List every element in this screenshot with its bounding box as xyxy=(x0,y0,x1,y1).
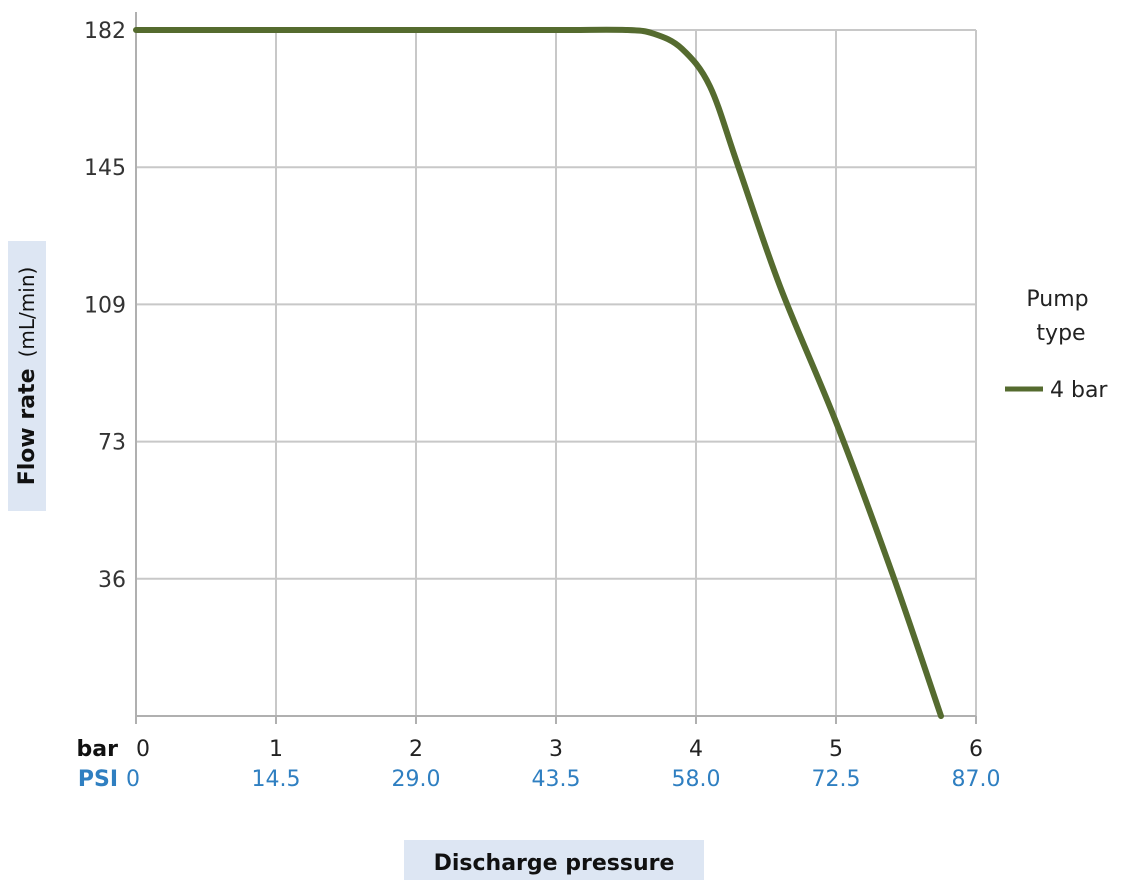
x-tick-label-bar: 1 xyxy=(269,737,283,762)
y-axis-unit: (mL/min) xyxy=(15,267,39,358)
x-tick-label-bar: 4 xyxy=(689,737,703,762)
x-tick-label-bar: 6 xyxy=(969,737,983,762)
y-tick-label: 73 xyxy=(98,431,126,456)
x-unit-psi: PSI xyxy=(78,767,118,792)
legend: Pump type 4 bar xyxy=(1005,287,1108,403)
y-tick-labels: 182 145 109 73 36 xyxy=(84,19,126,593)
x-tick-label-psi: 58.0 xyxy=(672,767,721,792)
x-tick-label-psi: 29.0 xyxy=(392,767,441,792)
axes xyxy=(135,12,977,724)
x-axis-title-background xyxy=(404,840,704,880)
y-tick-label: 36 xyxy=(98,568,126,593)
legend-title: Pump type xyxy=(1026,287,1095,346)
grid xyxy=(136,29,977,716)
x-tick-label-psi: 0 xyxy=(126,767,140,792)
x-tick-label-bar: 0 xyxy=(136,737,150,762)
x-unit-bar: bar xyxy=(77,737,119,762)
x-axis-title-group: Discharge pressure xyxy=(404,840,704,880)
series-layer xyxy=(133,26,944,719)
series-line-4-bar xyxy=(133,26,944,719)
x-tick-labels: bar PSI 0 1 2 3 4 5 6 0 14.5 29.0 43.5 58.0 72.5 87.0 xyxy=(77,737,1001,792)
x-axis-title: Discharge pressure xyxy=(434,851,675,876)
y-tick-label: 145 xyxy=(84,156,126,181)
y-axis-title-background xyxy=(8,241,46,511)
legend-title-line-2: type xyxy=(1036,321,1085,346)
y-axis-title-group: Flow rate (mL/min) xyxy=(8,241,46,511)
x-tick-label-psi: 72.5 xyxy=(812,767,861,792)
legend-label-4-bar: 4 bar xyxy=(1050,378,1108,403)
x-tick-label-bar: 3 xyxy=(549,737,563,762)
x-tick-label-bar: 5 xyxy=(829,737,843,762)
y-axis-label: Flow rate xyxy=(15,368,40,485)
x-tick-label-bar: 2 xyxy=(409,737,423,762)
y-axis-title: Flow rate (mL/min) xyxy=(15,267,40,486)
legend-title-line-1: Pump xyxy=(1026,287,1088,312)
x-tick-label-psi: 87.0 xyxy=(952,767,1001,792)
x-tick-label-psi: 43.5 xyxy=(532,767,581,792)
y-tick-label: 182 xyxy=(84,19,126,44)
y-tick-label: 109 xyxy=(84,293,126,318)
x-tick-label-psi: 14.5 xyxy=(252,767,301,792)
